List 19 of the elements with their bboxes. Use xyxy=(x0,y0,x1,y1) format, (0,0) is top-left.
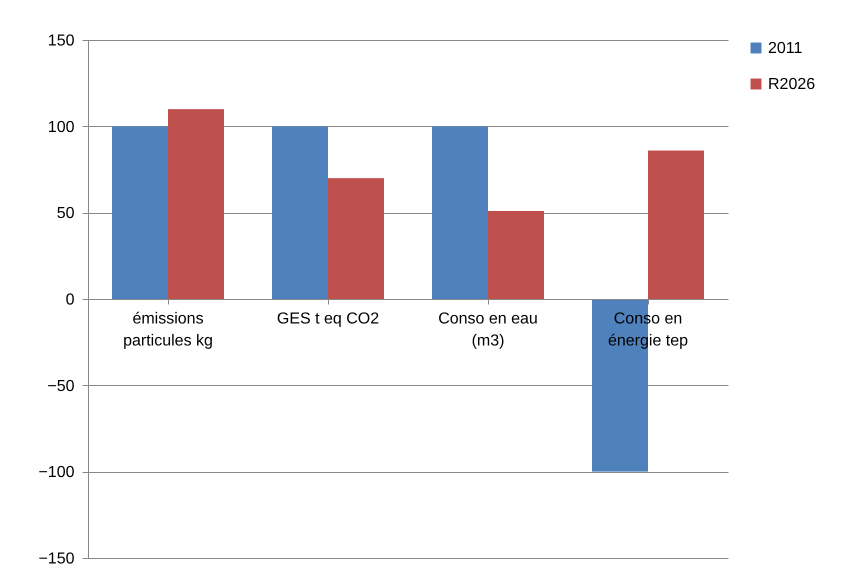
bar xyxy=(488,210,544,299)
y-tick-label: 150 xyxy=(48,32,75,50)
x-tick-label: émissions particules kg xyxy=(123,310,213,350)
y-tick-label: −100 xyxy=(38,464,75,482)
bar xyxy=(648,150,704,299)
y-tick-label: 100 xyxy=(48,118,75,136)
bar xyxy=(112,126,168,299)
y-tick-label: 0 xyxy=(66,292,75,308)
y-tick-label: −50 xyxy=(47,378,75,395)
y-tick-label: 50 xyxy=(56,205,75,222)
bar xyxy=(328,178,384,299)
legend-label: 2011 xyxy=(768,40,803,57)
legend-label: R2026 xyxy=(768,76,816,93)
y-tick-label: −150 xyxy=(38,550,75,568)
bar xyxy=(168,109,224,299)
bar xyxy=(272,126,328,299)
x-tick-label: Conso en eau (m3) xyxy=(438,310,538,350)
bar xyxy=(432,126,488,299)
x-tick-label: GES t eq CO2 xyxy=(276,310,380,328)
